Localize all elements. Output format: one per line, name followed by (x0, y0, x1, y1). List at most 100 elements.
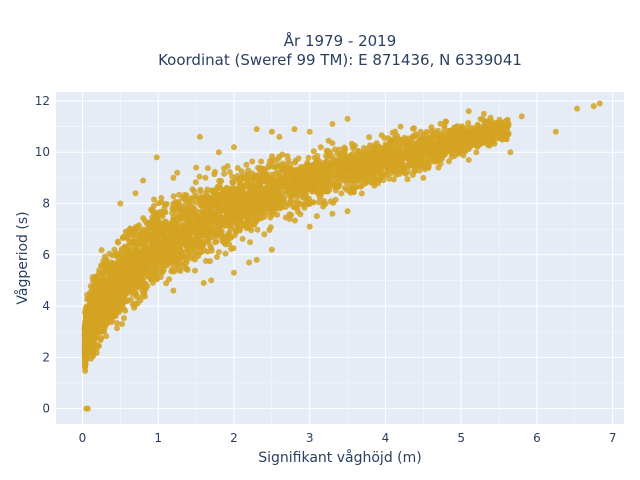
data-point (158, 194, 165, 201)
data-point (416, 167, 423, 174)
data-point (552, 128, 559, 135)
data-point (204, 165, 211, 172)
data-point (264, 199, 270, 206)
data-point (178, 229, 185, 235)
data-point (84, 405, 91, 412)
data-point (108, 283, 115, 290)
data-point (465, 156, 472, 163)
data-point (386, 175, 393, 182)
data-point (455, 150, 462, 157)
data-point (163, 280, 170, 287)
x-tick-label: 6 (533, 431, 541, 445)
data-point (480, 110, 487, 117)
data-point (215, 149, 222, 156)
data-point (186, 196, 193, 203)
data-point (288, 173, 295, 180)
data-point (574, 105, 581, 112)
data-point (147, 235, 153, 242)
data-point (292, 203, 299, 210)
data-point (138, 238, 145, 245)
data-point (166, 235, 173, 242)
data-point (366, 134, 373, 141)
data-point (185, 243, 192, 250)
data-point (94, 294, 101, 301)
data-point (444, 132, 451, 139)
data-point (245, 167, 252, 174)
data-point (460, 126, 467, 133)
chart-title-line-2: Koordinat (Sweref 99 TM): E 871436, N 63… (158, 51, 522, 69)
data-point (377, 175, 384, 181)
data-point (310, 148, 317, 155)
data-point (123, 297, 130, 304)
data-point (239, 194, 246, 201)
data-point (418, 148, 425, 155)
data-point (394, 132, 401, 139)
data-point (82, 364, 88, 371)
data-point (83, 312, 90, 318)
data-point (131, 279, 138, 286)
data-point (292, 159, 298, 166)
data-point (283, 165, 290, 172)
data-point (215, 249, 222, 255)
data-point (203, 189, 210, 196)
data-point (231, 206, 238, 213)
data-point (132, 190, 139, 197)
data-point (129, 285, 136, 292)
data-point (314, 153, 321, 159)
data-point (382, 141, 389, 148)
data-point (204, 205, 211, 212)
data-point (82, 343, 89, 349)
data-point (197, 188, 204, 195)
data-point (410, 125, 416, 132)
data-point (191, 205, 198, 212)
data-point (341, 156, 348, 163)
data-point (103, 333, 110, 340)
data-point (445, 158, 452, 165)
data-point (153, 154, 160, 161)
data-point (251, 180, 257, 186)
chart-title-line-1: År 1979 - 2019 (284, 31, 397, 50)
data-point (140, 270, 147, 277)
data-point (297, 170, 304, 177)
data-point (227, 213, 234, 220)
data-point (176, 191, 183, 198)
data-point (247, 239, 254, 246)
data-point (149, 207, 155, 214)
data-point (131, 238, 138, 245)
data-point (239, 183, 246, 190)
data-point (443, 118, 450, 125)
data-point (290, 180, 297, 187)
data-point (427, 128, 434, 135)
data-point (152, 236, 159, 242)
data-point (266, 183, 273, 190)
data-point (316, 194, 323, 201)
data-point (159, 225, 166, 232)
data-point (174, 169, 181, 176)
data-point (247, 185, 253, 192)
data-point (253, 256, 260, 263)
data-point (219, 217, 226, 224)
data-point (330, 199, 337, 206)
data-point (183, 224, 190, 231)
data-point (150, 268, 157, 274)
data-point (411, 168, 418, 175)
data-point (114, 325, 120, 332)
data-point (190, 218, 197, 225)
y-tick-label: 2 (42, 350, 50, 364)
data-point (172, 198, 179, 205)
data-point (233, 213, 239, 220)
data-point (336, 146, 343, 153)
data-point (413, 153, 420, 160)
data-point (351, 170, 358, 177)
data-point (131, 254, 138, 261)
data-point (282, 214, 289, 221)
data-point (180, 209, 187, 216)
data-point (218, 178, 225, 184)
data-point (465, 108, 472, 115)
data-point (360, 149, 367, 156)
data-point (268, 128, 275, 135)
data-point (216, 228, 223, 235)
x-tick-label: 3 (306, 431, 314, 445)
data-point (139, 281, 146, 288)
data-point (106, 250, 113, 257)
